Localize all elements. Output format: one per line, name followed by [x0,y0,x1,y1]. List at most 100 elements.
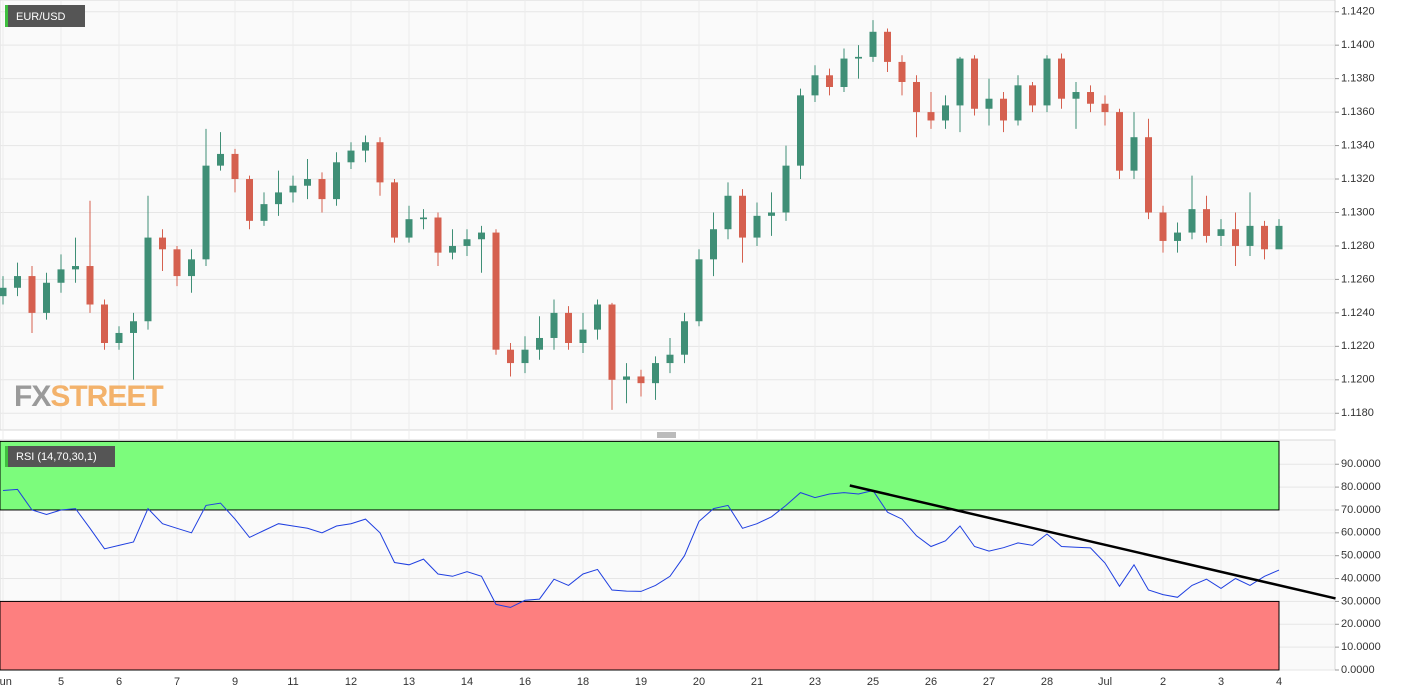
candle-body [1029,85,1036,106]
candle-body [681,321,688,355]
candle-body [710,229,717,260]
x-tick-label: 11 [287,676,298,688]
x-tick-label: 23 [809,676,821,688]
candle-body [1145,137,1152,213]
candle-body [492,232,500,350]
candle-body [173,249,181,277]
candle-body [956,58,964,106]
candle-body [782,165,790,213]
x-tick-label: 16 [519,676,531,688]
x-tick-label: Jun [0,676,12,688]
price-panel [0,0,1336,431]
candle-body [971,58,978,109]
candle-body [1043,58,1051,106]
candle-body [652,363,659,384]
plot [0,20,1336,671]
y-tick-label: 1.1380 [1341,73,1375,85]
watermark: FXSTREET [14,380,163,413]
candle-body [434,217,442,253]
chart-title: EUR/USD [16,11,66,23]
y-tick-label: 1.1240 [1341,307,1375,319]
candle-body [289,185,297,193]
y-tick-label: 90.0000 [1341,458,1381,470]
candle-body [159,237,166,250]
candle-body [130,321,137,333]
y-tick-label: 80.0000 [1341,481,1381,493]
candle-body [231,153,239,180]
candle-body [449,245,456,253]
candle-body [1014,85,1022,121]
x-tick-label: 25 [867,676,879,688]
candle-body [1072,92,1080,99]
x-tick-label: 9 [232,676,238,688]
x-tick-label: 27 [983,676,995,688]
candle-body [1000,98,1007,121]
candle-body [86,266,94,305]
candle-body [521,349,529,364]
title-box [5,5,85,27]
x-tick-label: 14 [461,676,473,688]
candle-body [855,56,862,59]
candle-body [536,337,543,350]
candle-body [1188,209,1196,233]
candle-body [246,179,253,221]
candle-body [1203,209,1210,236]
candle-body [1087,92,1094,104]
candle-body [1275,225,1283,250]
y-tick-label: 1.1300 [1341,206,1375,218]
candle-body [478,232,485,240]
candle-body [695,259,703,322]
candle-body [333,162,340,200]
x-tick-label: 20 [693,676,705,688]
candle-body [826,75,833,88]
y-tick-label: 1.1420 [1341,6,1375,18]
candle-body [188,259,195,277]
y-tick-label: 70.0000 [1341,504,1381,516]
candle-body [753,215,761,238]
candle-body [1246,225,1254,246]
candle-body [985,98,993,109]
candle-body [391,182,398,238]
candle-body [565,312,572,343]
candle-body [1159,212,1167,241]
x-tick-label: 5 [58,676,64,688]
candle-body [898,61,906,82]
rsi-line [2,488,1280,608]
y-tick-label: 20.0000 [1341,618,1381,630]
candle-body [28,276,36,313]
x-tick-label: 26 [925,676,937,688]
candle-body [463,239,471,246]
y-tick-label: 1.1220 [1341,340,1375,352]
candle-body [724,195,732,230]
y-tick-label: 0.0000 [1341,664,1375,676]
candle-body [72,266,79,270]
legend-marker [5,446,8,467]
candle-body [217,153,224,166]
title-marker [5,5,8,27]
candle-body [260,204,268,221]
candle-body [347,150,355,163]
price-grid [0,11,1339,414]
y-tick-label: 30.0000 [1341,595,1381,607]
rsi-zone [0,600,1280,671]
x-tick-label: 19 [635,676,647,688]
candle-body [811,75,819,96]
candle-body [927,112,935,121]
candle-body [115,332,123,343]
candle-body [318,179,326,200]
candle-body [0,287,7,297]
x-tick-label: 2 [1160,676,1166,688]
x-tick-label: 6 [116,676,122,688]
candle-body [376,142,384,183]
x-tick-label: 13 [403,676,415,688]
candle-body [43,282,50,313]
y-tick-label: 1.1280 [1341,240,1375,252]
candle-body [797,95,804,166]
x-tick-label: Jul [1098,676,1112,688]
candle-body [1232,229,1239,246]
y-tick-label: 60.0000 [1341,527,1381,539]
y-tick-label: 1.1360 [1341,106,1375,118]
candle-body [1116,112,1123,171]
candle-body [594,304,601,330]
